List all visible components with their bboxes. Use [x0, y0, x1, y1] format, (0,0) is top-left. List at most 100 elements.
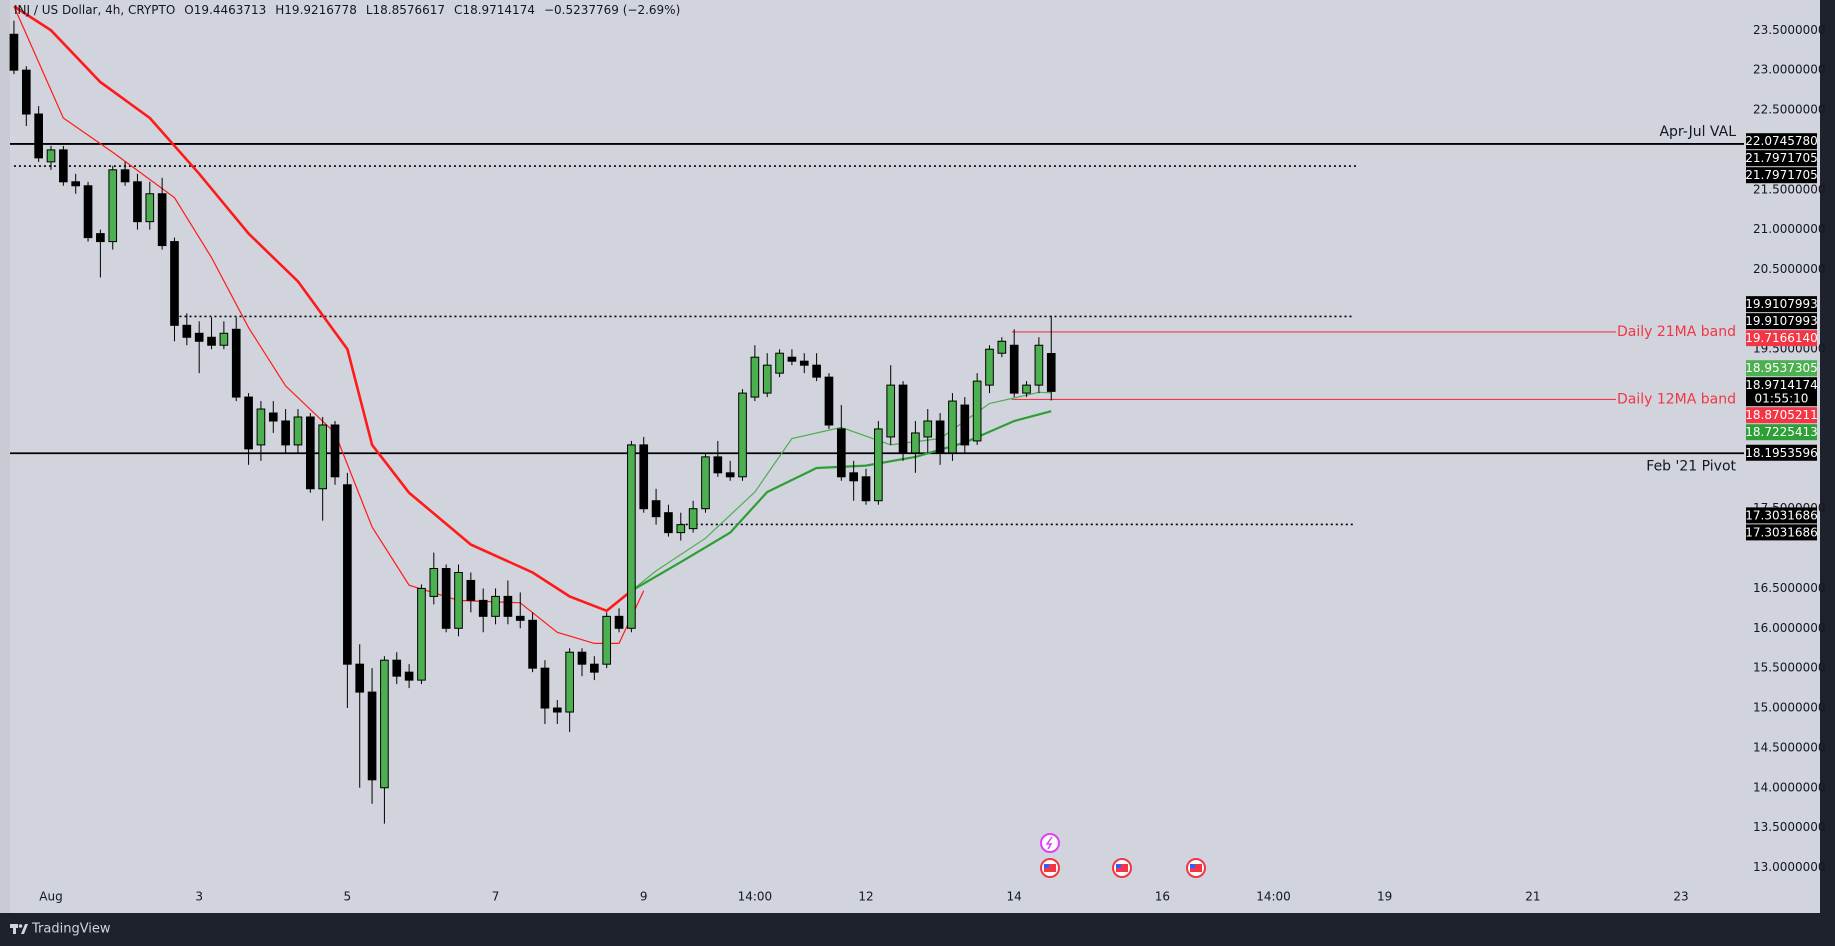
candle-body	[367, 691, 377, 781]
candle-body	[120, 169, 130, 183]
candle-body	[985, 348, 994, 386]
candle-body	[441, 567, 451, 629]
candle-body	[380, 659, 389, 789]
price-label: 22.0745780	[1745, 134, 1818, 148]
price-label: 19.7166140	[1745, 331, 1818, 345]
candle-body	[639, 444, 649, 510]
candle-body	[330, 424, 340, 478]
moving-average	[13, 5, 633, 613]
candle-body	[590, 663, 599, 673]
candle-body	[688, 508, 698, 530]
candle-body	[898, 384, 908, 454]
candle-body	[59, 149, 68, 183]
x-tick-label: 23	[1673, 890, 1688, 904]
candle-body	[787, 356, 797, 362]
candle-body	[71, 181, 81, 187]
countdown: 01:55:10	[1755, 392, 1809, 406]
candle-body	[145, 193, 155, 223]
candle-body	[108, 169, 118, 243]
candle-body	[849, 472, 858, 482]
price-label-box	[1746, 524, 1817, 541]
candle-body	[713, 456, 723, 474]
price-label: 19.9107993	[1745, 314, 1818, 328]
level-text-bg	[1616, 322, 1744, 341]
candle-body	[478, 599, 488, 617]
change: −0.5237769 (−2.69%)	[543, 3, 681, 17]
y-tick-label: 23.0000000	[1753, 63, 1826, 77]
price-label: 17.3031686	[1745, 508, 1818, 522]
candle-body	[293, 416, 303, 446]
y-tick-label: 16.0000000	[1753, 621, 1826, 635]
candle-body	[948, 400, 957, 454]
y-tick-label: 15.5000000	[1753, 661, 1826, 675]
price-label-box	[1746, 150, 1817, 167]
candle-body	[738, 392, 747, 478]
x-tick-label: 12	[858, 890, 873, 904]
candle-body	[602, 615, 612, 665]
candle-body	[812, 364, 821, 378]
header: INJ / US Dollar, 4h, CRYPTO O19.4463713 …	[14, 3, 680, 17]
event-icons	[1040, 833, 1206, 878]
price-label: 17.3031686	[1745, 525, 1818, 539]
tv-logo	[10, 924, 28, 934]
price-label-box	[1746, 360, 1817, 377]
y-tick-label: 14.5000000	[1753, 740, 1826, 754]
symbol: INJ / US Dollar, 4h, CRYPTO	[14, 3, 176, 17]
candle-body	[34, 113, 43, 159]
ohlc-close: C18.9714174	[454, 3, 535, 17]
level-text: Feb '21 Pivot	[1646, 458, 1736, 474]
candle-body	[9, 33, 19, 71]
right-strip	[1820, 0, 1835, 946]
candle-body	[627, 444, 636, 629]
candle-body	[133, 181, 142, 223]
price-label: 21.7971705	[1745, 168, 1818, 182]
y-tick-label: 15.0000000	[1753, 701, 1826, 715]
x-tick-label: 14:00	[1256, 890, 1291, 904]
candle-body	[1009, 344, 1019, 394]
candle-body	[552, 707, 562, 713]
candle-body	[911, 432, 920, 454]
price-label: 18.1953596	[1745, 446, 1818, 460]
x-tick-label: 16	[1155, 890, 1170, 904]
candle-body	[1034, 344, 1044, 386]
candle-body	[170, 241, 179, 326]
candle-body	[540, 667, 550, 709]
left-strip	[0, 0, 10, 913]
x-tick-label: 3	[195, 890, 203, 904]
candle-body	[219, 332, 229, 346]
candle-body	[503, 595, 513, 617]
candle-body	[417, 587, 426, 681]
moving-average	[13, 6, 645, 644]
ohlc-high: H19.9216778	[275, 3, 357, 17]
candle-body	[231, 328, 241, 398]
candle-body	[997, 340, 1007, 354]
price-label-box	[1746, 407, 1817, 424]
candle-body	[83, 185, 93, 239]
candle-body	[676, 524, 686, 534]
candle-body	[836, 428, 846, 478]
candle-body	[799, 360, 809, 366]
level-text-bg	[1616, 390, 1744, 409]
candle-body	[182, 324, 192, 338]
candle-body	[281, 420, 290, 446]
candle-body	[355, 663, 365, 693]
y-tick-label: 16.5000000	[1753, 581, 1826, 595]
brand: TradingView	[31, 922, 111, 937]
candle-body	[305, 416, 315, 490]
x-tick-label: 19	[1377, 890, 1392, 904]
price-label: 18.8705211	[1745, 408, 1818, 422]
candle-body	[21, 69, 31, 115]
candle-body	[256, 408, 266, 446]
candle-body	[207, 336, 216, 346]
candle-body	[972, 380, 982, 442]
candle-body	[861, 476, 871, 502]
price-label-box	[1746, 167, 1817, 184]
y-tick-label: 23.5000000	[1753, 23, 1826, 37]
level-text: Apr-Jul VAL	[1659, 124, 1736, 140]
y-tick-label: 13.5000000	[1753, 820, 1826, 834]
price-label-box	[1746, 133, 1817, 150]
x-tick-label: 5	[344, 890, 352, 904]
candle-body	[577, 651, 587, 665]
candle-body	[750, 356, 760, 398]
